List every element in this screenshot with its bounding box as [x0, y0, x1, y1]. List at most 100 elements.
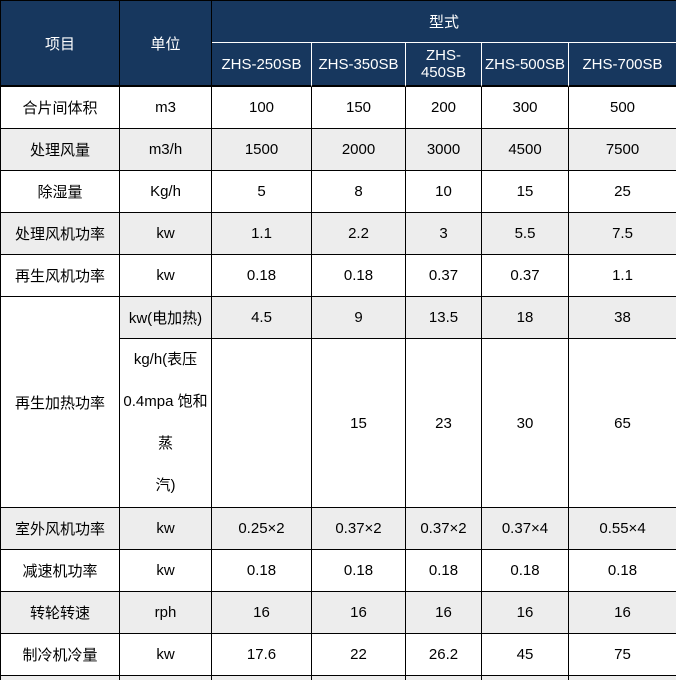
- table-row: 处理风机功率 kw 1.1 2.2 3 5.5 7.5: [1, 213, 676, 255]
- header-row-models: ZHS-250SB ZHS-350SB ZHS-450SB ZHS-500SB …: [1, 43, 676, 87]
- unit-cell: kw: [120, 255, 212, 297]
- table-row: 再生风机功率 kw 0.18 0.18 0.37 0.37 1.1: [1, 255, 676, 297]
- item-cell: 制冷机功率: [1, 676, 120, 680]
- item-cell-merged: 再生加热功率: [1, 297, 120, 508]
- table-row: 制冷机冷量 kw 17.6 22 26.2 45 75: [1, 634, 676, 676]
- unit-cell: Kg/h: [120, 171, 212, 213]
- table-row: 除湿量 Kg/h 5 8 10 15 25: [1, 171, 676, 213]
- value-cell: 0.18: [312, 550, 406, 592]
- value-cell: 7.5: [312, 676, 406, 680]
- value-cell: 45: [482, 634, 569, 676]
- value-cell: 0.18: [482, 550, 569, 592]
- item-cell: 除湿量: [1, 171, 120, 213]
- table-row: kg/h(表压 0.4mpa 饱和蒸 汽) 15 23 30 65: [1, 339, 676, 508]
- value-cell: 200: [406, 87, 482, 129]
- value-cell: 0.18: [312, 255, 406, 297]
- value-cell: 9: [312, 297, 406, 339]
- item-cell: 减速机功率: [1, 550, 120, 592]
- unit-cell: kw: [120, 550, 212, 592]
- value-cell: 4500: [482, 129, 569, 171]
- value-cell: 0.18: [212, 550, 312, 592]
- header-item: 项目: [1, 1, 120, 87]
- item-cell: 处理风量: [1, 129, 120, 171]
- unit-cell: kw: [120, 634, 212, 676]
- value-cell: 25: [569, 171, 676, 213]
- value-cell: 10: [406, 171, 482, 213]
- table-body: 合片间体积 m3 100 150 200 300 500 处理风量 m3/h 1…: [1, 87, 676, 680]
- value-cell: 500: [569, 87, 676, 129]
- item-cell: 处理风机功率: [1, 213, 120, 255]
- value-cell: 150: [312, 87, 406, 129]
- unit-cell: kw: [120, 676, 212, 680]
- value-cell: 0.37: [482, 255, 569, 297]
- header-type: 型式: [212, 1, 676, 43]
- value-cell: 15: [312, 339, 406, 508]
- table-row: 处理风量 m3/h 1500 2000 3000 4500 7500: [1, 129, 676, 171]
- unit-cell: kw: [120, 213, 212, 255]
- header-model-zhs-450sb: ZHS-450SB: [406, 43, 482, 87]
- value-cell: 13.4: [482, 676, 569, 680]
- value-cell: 0.18: [406, 550, 482, 592]
- header-model-zhs-350sb: ZHS-350SB: [312, 43, 406, 87]
- value-cell: 16: [569, 592, 676, 634]
- value-cell: 5: [212, 171, 312, 213]
- unit-cell: rph: [120, 592, 212, 634]
- value-cell: 17.6: [212, 634, 312, 676]
- value-cell: 22: [312, 634, 406, 676]
- item-cell: 室外风机功率: [1, 508, 120, 550]
- table-row: 减速机功率 kw 0.18 0.18 0.18 0.18 0.18: [1, 550, 676, 592]
- value-cell: 0.37×2: [406, 508, 482, 550]
- table-row: 转轮转速 rph 16 16 16 16 16: [1, 592, 676, 634]
- value-cell: 75: [569, 634, 676, 676]
- value-cell: 2000: [312, 129, 406, 171]
- value-cell: 0.37×4: [482, 508, 569, 550]
- item-cell: 再生风机功率: [1, 255, 120, 297]
- table-row: 再生加热功率 kw(电加热) 4.5 9 13.5 18 38: [1, 297, 676, 508]
- value-cell: 65: [569, 339, 676, 508]
- value-cell: 0.55×4: [569, 508, 676, 550]
- unit-cell: kw: [120, 508, 212, 550]
- table-row: 室外风机功率 kw 0.25×2 0.37×2 0.37×2 0.37×4 0.…: [1, 508, 676, 550]
- value-cell: 8.2: [406, 676, 482, 680]
- value-cell: 1.1: [212, 213, 312, 255]
- value-cell: 1500: [212, 129, 312, 171]
- value-cell: 0.25×2: [212, 508, 312, 550]
- item-cell: 转轮转速: [1, 592, 120, 634]
- value-cell: 1.1: [569, 255, 676, 297]
- value-cell: 4.5: [212, 297, 312, 339]
- header-row-top: 项目 单位 型式: [1, 1, 676, 87]
- value-cell: 22: [569, 676, 676, 680]
- item-cell: 合片间体积: [1, 87, 120, 129]
- unit-cell: kw(电加热): [120, 297, 212, 339]
- item-cell: 制冷机冷量: [1, 634, 120, 676]
- header-model-zhs-700sb: ZHS-700SB: [569, 43, 676, 87]
- unit-cell: m3/h: [120, 129, 212, 171]
- value-cell: 100: [212, 87, 312, 129]
- value-cell: 3: [406, 213, 482, 255]
- value-cell: 16: [482, 592, 569, 634]
- table-header: 项目 单位 型式 ZHS-250SB ZHS-350SB ZHS-450SB Z…: [1, 1, 676, 87]
- header-unit: 单位: [120, 1, 212, 87]
- value-cell: 0.37: [406, 255, 482, 297]
- value-cell: 300: [482, 87, 569, 129]
- value-cell: 16: [406, 592, 482, 634]
- table-row: 制冷机功率 kw 5.96 7.5 8.2 13.4 22: [1, 676, 676, 680]
- value-cell: 5.96: [212, 676, 312, 680]
- header-model-zhs-250sb: ZHS-250SB: [212, 43, 312, 87]
- value-cell: 0.18: [569, 550, 676, 592]
- value-cell: 7.5: [569, 213, 676, 255]
- value-cell: 30: [482, 339, 569, 508]
- value-cell: 13.5: [406, 297, 482, 339]
- value-cell: 5.5: [482, 213, 569, 255]
- unit-cell: kg/h(表压 0.4mpa 饱和蒸 汽): [120, 339, 212, 508]
- value-cell: 16: [212, 592, 312, 634]
- value-cell: 8: [312, 171, 406, 213]
- value-cell: 7500: [569, 129, 676, 171]
- value-cell: [212, 339, 312, 508]
- value-cell: 15: [482, 171, 569, 213]
- value-cell: 3000: [406, 129, 482, 171]
- table-row: 合片间体积 m3 100 150 200 300 500: [1, 87, 676, 129]
- header-model-zhs-500sb: ZHS-500SB: [482, 43, 569, 87]
- unit-cell: m3: [120, 87, 212, 129]
- value-cell: 0.18: [212, 255, 312, 297]
